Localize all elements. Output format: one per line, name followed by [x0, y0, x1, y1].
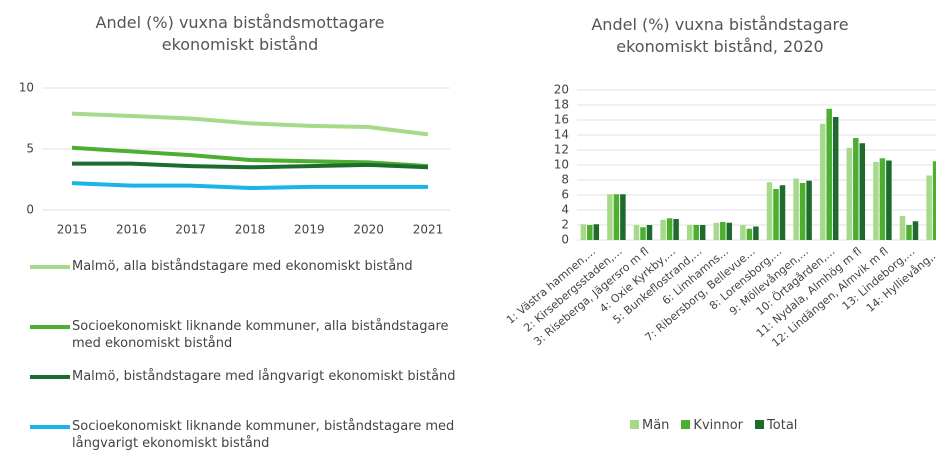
x-tick-label: 2016	[116, 223, 147, 237]
y-tick-label: 0	[26, 203, 34, 217]
legend-swatch	[755, 420, 765, 429]
legend-label: Total	[767, 418, 798, 433]
legend-entry: Total	[755, 418, 803, 433]
legend-label: Kvinnor	[693, 418, 744, 433]
bar	[746, 228, 753, 240]
y-tick-label: 2	[561, 218, 569, 232]
bar	[819, 123, 826, 240]
bar	[826, 108, 832, 240]
line-series	[72, 161, 429, 170]
legend-swatch	[681, 420, 691, 429]
legend-swatch	[30, 325, 70, 329]
bar	[587, 225, 593, 240]
bar	[613, 194, 620, 240]
legend-entry: Kvinnor	[681, 418, 749, 433]
bar	[726, 222, 733, 240]
bar	[906, 225, 912, 240]
y-tick-label: 0	[561, 233, 569, 247]
y-tick-label: 6	[561, 188, 569, 202]
legend-label: Män	[642, 418, 670, 433]
bar	[640, 227, 646, 240]
x-tick-label: 2021	[413, 223, 444, 237]
legend-label: Malmö, biståndstagare med långvarigt eko…	[72, 369, 456, 384]
line-series	[71, 145, 429, 169]
bar	[912, 221, 919, 240]
bar	[832, 117, 839, 240]
y-tick-label: 8	[561, 173, 569, 187]
legend-swatch	[30, 425, 70, 429]
chart-title: Andel (%) vuxna biståndstagare ekonomisk…	[591, 15, 849, 56]
y-tick-label: 20	[554, 83, 569, 97]
bar	[766, 182, 773, 240]
bar	[853, 138, 859, 240]
bar	[926, 175, 932, 240]
y-tick-label: 14	[554, 128, 569, 142]
bar	[633, 225, 640, 240]
y-tick-label: 18	[554, 98, 569, 112]
bar	[846, 147, 853, 240]
y-tick-label: 10	[554, 158, 569, 172]
bar	[753, 226, 759, 240]
bar	[879, 158, 886, 240]
chart-title: Andel (%) vuxna biståndsmottagare ekonom…	[95, 13, 385, 54]
x-tick-label: 2020	[353, 223, 384, 237]
line-series	[71, 111, 429, 137]
legend-entry: Malmö, biståndstagare med långvarigt eko…	[30, 368, 472, 385]
legend: Män Kvinnor Total	[630, 418, 830, 433]
legend-swatch	[30, 265, 70, 269]
bar	[686, 225, 693, 240]
bar	[932, 161, 936, 240]
legend-swatch	[30, 375, 70, 379]
bar	[886, 160, 892, 240]
bar	[773, 189, 779, 240]
bar	[713, 222, 720, 240]
y-tick-label: 12	[554, 143, 569, 157]
bar	[859, 143, 866, 240]
legend-label: Socioekonomiskt liknande kommuner, alla …	[72, 319, 449, 351]
y-tick-label: 5	[26, 142, 34, 156]
y-tick-label: 16	[554, 113, 569, 127]
bar	[580, 224, 587, 240]
bar	[660, 219, 666, 240]
legend-label: Socioekonomiskt liknande kommuner, bistå…	[72, 419, 455, 451]
bar	[873, 162, 879, 240]
bar	[646, 225, 653, 240]
legend-entry: Malmö, alla biståndstagare med ekonomisk…	[30, 258, 472, 275]
bar	[666, 218, 673, 240]
x-tick-label: 2015	[57, 223, 88, 237]
y-tick-label: 4	[561, 203, 569, 217]
legend-entry: Socioekonomiskt liknande kommuner, alla …	[30, 318, 472, 352]
bar	[720, 222, 726, 240]
legend-label: Malmö, alla biståndstagare med ekonomisk…	[72, 259, 413, 274]
legend-entry: Socioekonomiskt liknande kommuner, bistå…	[30, 418, 472, 452]
bar	[779, 185, 786, 240]
x-tick-label: 2017	[175, 223, 206, 237]
legend-entry: Män	[630, 418, 675, 433]
bar	[793, 178, 799, 240]
bar	[593, 224, 600, 240]
bar	[699, 225, 706, 240]
bar	[806, 180, 812, 240]
y-tick-label: 10	[19, 81, 34, 95]
bar	[607, 194, 613, 240]
bar	[693, 225, 699, 240]
x-tick-label: 2018	[235, 223, 266, 237]
line-series	[71, 181, 428, 191]
bar	[673, 219, 679, 240]
bar	[740, 225, 746, 240]
bar	[899, 216, 906, 240]
legend-swatch	[630, 420, 639, 429]
x-tick-label: 2019	[294, 223, 325, 237]
bar	[799, 183, 806, 240]
bar	[620, 194, 626, 240]
